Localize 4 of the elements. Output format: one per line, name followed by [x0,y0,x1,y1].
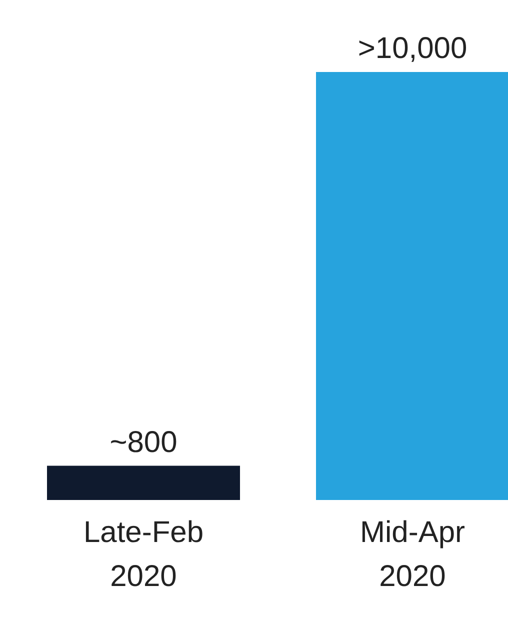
x-tick-label: Mid-Apr 2020 [360,516,466,593]
data-label: >10,000 [358,32,468,65]
data-label: ~800 [110,426,178,459]
x-tick-label: Late-Feb 2020 [83,516,204,593]
